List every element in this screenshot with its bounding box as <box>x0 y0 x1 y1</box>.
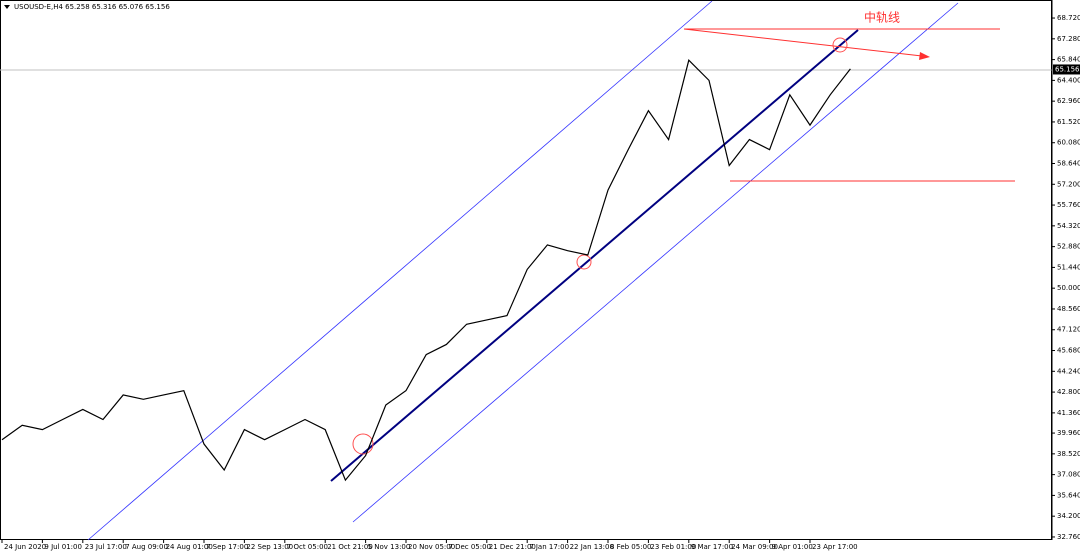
annotation: 中轨线 <box>864 10 900 25</box>
y-tick-label: 67.280 <box>1057 35 1080 43</box>
y-tick-label: 58.640 <box>1057 160 1080 168</box>
x-tick-label: 5 Nov 13:00 <box>368 543 411 551</box>
current-price-label: 65.156 <box>1055 65 1080 73</box>
x-tick-label: 9 Jul 01:00 <box>44 543 82 551</box>
y-tick-label: 61.520 <box>1057 118 1080 126</box>
price-line <box>1 59 851 482</box>
y-tick-label: 47.120 <box>1057 326 1080 334</box>
x-tick-label: 21 Oct 21:00 <box>327 543 373 551</box>
channel-lower <box>352 2 959 523</box>
x-tick-label: 23 Apr 17:00 <box>812 543 858 551</box>
title-icon <box>4 5 10 9</box>
channel-middle <box>330 29 859 482</box>
y-tick-label: 34.200 <box>1057 512 1080 520</box>
y-tick-label: 57.200 <box>1057 180 1080 188</box>
y-tick-label: 38.520 <box>1057 450 1080 458</box>
y-tick-label: 68.720 <box>1057 14 1080 22</box>
y-tick-label: 50.000 <box>1057 284 1080 292</box>
y-tick-label: 32.760 <box>1057 533 1080 541</box>
x-tick-label: 20 Nov 05:00 <box>408 543 455 551</box>
current-price-box <box>1053 64 1080 75</box>
chart-title: USOUSD-E,H4 65.258 65.316 65.076 65.156 <box>14 3 170 11</box>
y-tick-label: 42.800 <box>1057 388 1080 396</box>
arrow-head <box>919 52 930 60</box>
x-tick-label: 9 Apr 01:00 <box>772 543 813 551</box>
y-tick-label: 52.880 <box>1057 243 1080 251</box>
y-tick-label: 44.240 <box>1057 367 1080 375</box>
x-tick-label: 24 Aug 01:00 <box>166 543 213 551</box>
y-tick-label: 39.960 <box>1057 429 1080 437</box>
y-tick-label: 37.080 <box>1057 471 1080 479</box>
y-tick-label: 64.400 <box>1057 76 1080 84</box>
y-tick-label: 48.560 <box>1057 305 1080 313</box>
x-tick-label: 23 Feb 01:00 <box>650 543 696 551</box>
x-tick-label: 23 Jul 17:00 <box>85 543 127 551</box>
touch-circle <box>352 433 374 455</box>
y-tick-label: 62.960 <box>1057 97 1080 105</box>
x-tick-label: 22 Jan 13:00 <box>570 543 614 551</box>
trend-arrow <box>683 28 923 57</box>
x-tick-label: 24 Jun 2020 <box>4 543 46 551</box>
y-tick-label: 51.440 <box>1057 263 1080 271</box>
x-tick-label: 7 Dec 05:00 <box>448 543 491 551</box>
touch-circle <box>576 254 592 270</box>
x-tick-label: 8 Feb 05:00 <box>610 543 651 551</box>
x-tick-label: 7 Jan 17:00 <box>529 543 569 551</box>
y-tick-label: 65.840 <box>1057 56 1080 64</box>
y-tick-label: 55.760 <box>1057 201 1080 209</box>
x-tick-label: 7 Sep 17:00 <box>206 543 248 551</box>
touch-circle <box>832 37 848 53</box>
y-tick-label: 45.680 <box>1057 347 1080 355</box>
y-tick-label: 60.080 <box>1057 139 1080 147</box>
channel-upper <box>87 0 713 541</box>
x-tick-label: 24 Mar 09:00 <box>731 543 778 551</box>
plot-frame <box>0 0 1052 540</box>
y-tick-label: 54.320 <box>1057 222 1080 230</box>
x-tick-label: 21 Dec 21:00 <box>489 543 536 551</box>
x-tick-label: 7 Aug 09:00 <box>125 543 168 551</box>
x-tick-label: 22 Sep 13:00 <box>246 543 293 551</box>
x-tick-label: 9 Mar 17:00 <box>691 543 733 551</box>
x-tick-label: 7 Oct 05:00 <box>287 543 328 551</box>
y-tick-label: 41.360 <box>1057 409 1080 417</box>
y-tick-label: 35.640 <box>1057 491 1080 499</box>
